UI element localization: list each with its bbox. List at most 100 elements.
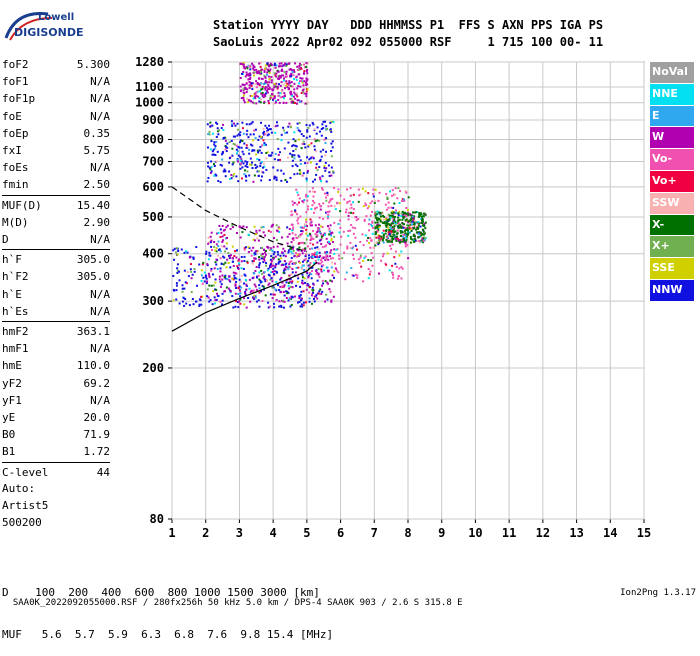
echo-point [254, 163, 257, 166]
echo-point [406, 233, 409, 236]
echo-point [409, 227, 412, 230]
echo-point [331, 197, 334, 200]
echo-point [290, 247, 293, 250]
echo-point [313, 211, 316, 214]
echo-point [379, 219, 382, 222]
echo-point [271, 270, 274, 273]
echo-point [287, 265, 290, 268]
echo-point [386, 196, 389, 199]
echo-point [414, 239, 417, 242]
echo-point [301, 81, 304, 84]
echo-point [318, 256, 321, 259]
echo-point [181, 300, 184, 303]
param-row: h`E N/A [2, 286, 110, 303]
echo-point [255, 265, 258, 268]
echo-point [404, 190, 407, 193]
echo-point [299, 233, 302, 236]
echo-point [259, 65, 262, 68]
echo-point [372, 246, 375, 249]
echo-point [255, 94, 258, 97]
echo-point [248, 80, 251, 83]
echo-point [295, 188, 298, 191]
echo-point [401, 210, 404, 213]
echo-point [281, 263, 284, 266]
echo-point [284, 81, 287, 84]
echo-point [305, 90, 308, 93]
echo-point [420, 234, 423, 237]
echo-point [315, 270, 318, 273]
echo-point [291, 229, 294, 232]
echo-point [263, 278, 266, 281]
echo-point [224, 237, 227, 240]
echo-point [277, 153, 280, 156]
echo-point [279, 96, 282, 99]
echo-point [347, 229, 350, 232]
x-tick-label: 2 [202, 526, 209, 540]
echo-point [317, 273, 320, 276]
echo-point [225, 266, 228, 269]
echo-point [231, 154, 234, 157]
echo-point [275, 100, 278, 103]
echo-point [192, 303, 195, 306]
echo-point [306, 245, 309, 248]
echo-point [310, 294, 313, 297]
echo-point [418, 212, 421, 215]
echo-point [267, 306, 270, 309]
echo-point [289, 68, 292, 71]
echo-point [399, 190, 402, 193]
echo-point [204, 276, 207, 279]
echo-point [257, 138, 260, 141]
echo-point [303, 242, 306, 245]
echo-point [346, 247, 349, 250]
echo-point [326, 128, 329, 131]
echo-point [249, 68, 252, 71]
echo-point [407, 257, 410, 260]
echo-point [411, 238, 414, 241]
echo-point [421, 228, 424, 231]
echo-point [290, 223, 293, 226]
echo-point [374, 200, 377, 203]
echo-point [306, 161, 309, 164]
echo-point [223, 290, 226, 293]
echo-point [230, 139, 233, 142]
echo-point [402, 239, 405, 242]
echo-point [309, 234, 312, 237]
echo-point [195, 300, 198, 303]
echo-point [400, 230, 403, 233]
echo-point [315, 253, 318, 256]
echo-point [296, 248, 299, 251]
echo-point [393, 256, 396, 259]
echo-point [398, 240, 401, 243]
echo-point [275, 263, 278, 266]
echo-point [237, 128, 240, 131]
echo-point [235, 280, 238, 283]
param-row: D N/A [2, 231, 110, 248]
echo-point [312, 283, 315, 286]
echo-point [258, 229, 261, 232]
echo-point [292, 245, 295, 248]
echo-point [407, 196, 410, 199]
echo-point [283, 71, 286, 74]
echo-point [289, 176, 292, 179]
param-row: foEp 0.35 [2, 125, 110, 142]
echo-point [247, 251, 250, 254]
echo-point [415, 228, 418, 231]
echo-point [187, 275, 190, 278]
echo-point [206, 161, 209, 164]
echo-point [285, 70, 288, 73]
echo-point [253, 95, 256, 98]
echo-point [267, 102, 270, 105]
echo-point [319, 160, 322, 163]
echo-point [192, 256, 195, 259]
echo-point [247, 99, 250, 102]
echo-point [244, 246, 247, 249]
echo-point [186, 251, 189, 254]
echo-point [320, 155, 323, 158]
echo-point [216, 150, 219, 153]
echo-point [318, 251, 321, 254]
echo-point [252, 133, 255, 136]
echo-point [249, 133, 252, 136]
footer: SAA0K_2022092055000.RSF / 280fx256h 50 k… [2, 588, 698, 618]
y-tick-label: 1000 [135, 96, 164, 110]
echo-point [268, 88, 271, 91]
